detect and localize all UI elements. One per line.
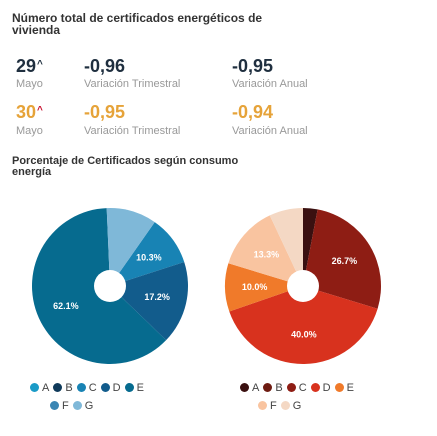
pie-slice-G[interactable] bbox=[269, 208, 303, 286]
legend-item-C[interactable]: C bbox=[286, 382, 307, 394]
annual-variation-value: -0,95 bbox=[232, 56, 274, 76]
pie-slice-A[interactable] bbox=[303, 208, 318, 286]
page-title: Número total de certificados energéticos… bbox=[12, 11, 263, 37]
quarterly-variation-value: -0,95 bbox=[84, 102, 126, 122]
legend-item-C[interactable]: C bbox=[76, 382, 97, 394]
pie-slice-F[interactable] bbox=[228, 215, 303, 286]
legend-dot-icon bbox=[53, 383, 63, 392]
pie-slice-E[interactable] bbox=[225, 263, 303, 312]
legend-label: C bbox=[298, 382, 307, 394]
legend-item-B[interactable]: B bbox=[263, 382, 283, 394]
legend-dot-icon bbox=[72, 401, 82, 410]
legend-label: D bbox=[322, 382, 331, 394]
legend-dot-icon bbox=[76, 383, 86, 392]
pie-label-E: 10.0% bbox=[242, 282, 268, 292]
quarterly-variation-value: -0,96 bbox=[84, 56, 126, 76]
legend-label: G bbox=[84, 400, 94, 412]
section-title: Porcentaje de Certificados según consumo… bbox=[12, 155, 239, 178]
legend-right-row1: A B C D E bbox=[240, 382, 358, 394]
legend-label: A bbox=[42, 382, 50, 394]
legend-item-E[interactable]: E bbox=[334, 382, 354, 394]
pie-slice-D[interactable] bbox=[229, 286, 378, 365]
pie-chart-left: 10.3% 17.2% 62.1% bbox=[32, 208, 188, 364]
legend-label: E bbox=[136, 382, 144, 394]
legend-label: E bbox=[346, 382, 354, 394]
legend-dot-icon bbox=[50, 401, 59, 410]
legend-item-G[interactable]: G bbox=[72, 400, 94, 412]
legend-dot-icon bbox=[240, 383, 249, 392]
annual-variation-label: Variación Anual bbox=[232, 78, 308, 90]
legend-dot-icon bbox=[30, 383, 39, 392]
legend-item-A[interactable]: A bbox=[240, 382, 259, 394]
legend-label: A bbox=[252, 382, 260, 394]
legend-dot-icon bbox=[263, 383, 273, 392]
legend-item-D[interactable]: D bbox=[100, 382, 121, 394]
pie-label-E: 62.1% bbox=[53, 301, 79, 311]
pie-slice-G[interactable] bbox=[106, 208, 155, 286]
legend-dot-icon bbox=[280, 401, 290, 410]
legend-dot-icon bbox=[258, 401, 267, 410]
pie-center bbox=[94, 270, 126, 302]
legend-label: F bbox=[62, 400, 69, 412]
total-value-text: 30 bbox=[16, 102, 37, 122]
legend-item-E[interactable]: E bbox=[124, 382, 144, 394]
legend-item-B[interactable]: B bbox=[53, 382, 73, 394]
pie-label-C: 26.7% bbox=[332, 256, 358, 266]
total-value-text: 29 bbox=[16, 56, 37, 76]
total-certificates-value: 29^ bbox=[16, 56, 43, 76]
trend-up-icon: ^ bbox=[37, 59, 43, 70]
quarterly-variation-label: Variación Trimestral bbox=[84, 78, 181, 90]
pie-label-D: 40.0% bbox=[291, 329, 317, 339]
pie-label-F: 13.3% bbox=[254, 249, 280, 259]
legend-item-G[interactable]: G bbox=[280, 400, 302, 412]
legend-label: G bbox=[292, 400, 302, 412]
pie-center bbox=[287, 270, 319, 302]
annual-variation-value: -0,94 bbox=[232, 102, 274, 122]
period-label: Mayo bbox=[16, 78, 43, 90]
legend-item-A[interactable]: A bbox=[30, 382, 49, 394]
quarterly-variation-label: Variación Trimestral bbox=[84, 125, 181, 137]
pie-slice-C[interactable] bbox=[110, 222, 185, 286]
legend-dot-icon bbox=[124, 383, 134, 392]
legend-label: D bbox=[112, 382, 121, 394]
period-label: Mayo bbox=[16, 125, 43, 137]
legend-label: B bbox=[65, 382, 73, 394]
pie-chart-right: 26.7% 40.0% 10.0% 13.3% bbox=[225, 208, 381, 365]
pie-slice-C[interactable] bbox=[303, 209, 381, 309]
legend-label: C bbox=[88, 382, 97, 394]
legend-item-F[interactable]: F bbox=[50, 400, 69, 412]
legend-label: B bbox=[275, 382, 283, 394]
legend-label: F bbox=[270, 400, 277, 412]
pie-label-D: 17.2% bbox=[144, 292, 170, 302]
legend-item-F[interactable]: F bbox=[258, 400, 277, 412]
legend-dot-icon bbox=[310, 383, 320, 392]
legend-left-row1: A B C D E bbox=[30, 382, 148, 394]
legend-dot-icon bbox=[286, 383, 296, 392]
pie-slice-D[interactable] bbox=[110, 262, 188, 341]
pie-label-C: 10.3% bbox=[136, 252, 162, 262]
trend-up-icon: ^ bbox=[37, 105, 43, 116]
total-certificates-value: 30^ bbox=[16, 102, 43, 122]
legend-item-D[interactable]: D bbox=[310, 382, 331, 394]
legend-dot-icon bbox=[334, 383, 344, 392]
annual-variation-label: Variación Anual bbox=[232, 125, 308, 137]
legend-dot-icon bbox=[100, 383, 110, 392]
